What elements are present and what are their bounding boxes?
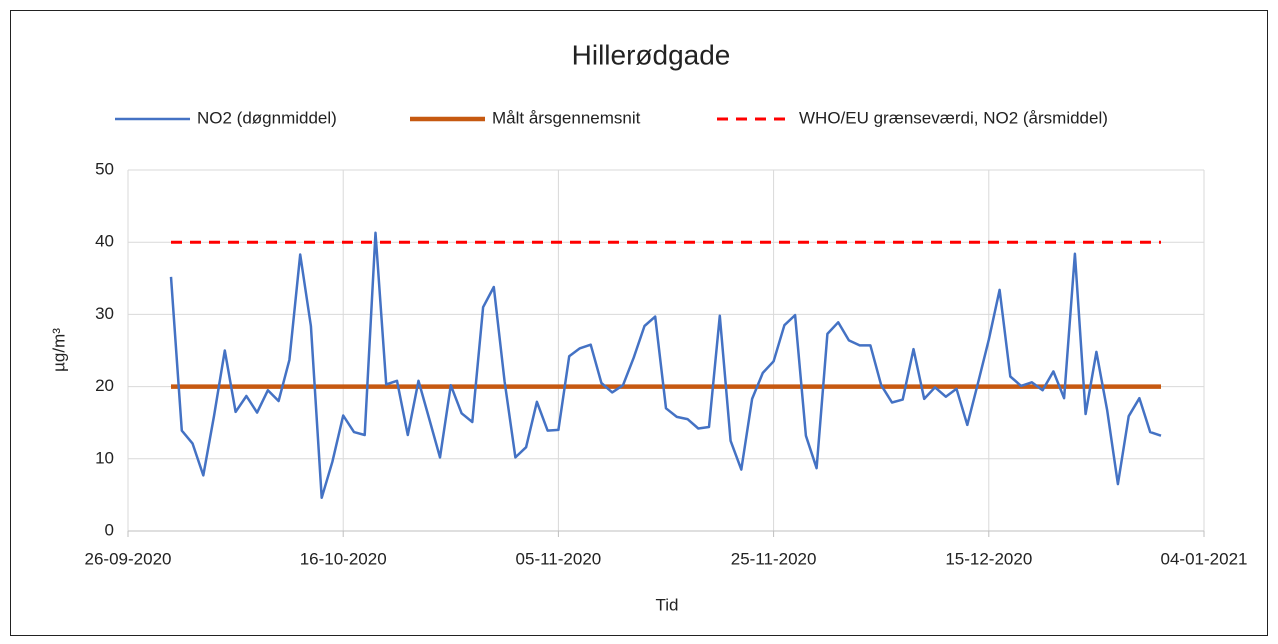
y-tick-label: 0	[105, 520, 114, 539]
x-tick-label: 16-10-2020	[300, 549, 387, 568]
y-tick-label: 40	[95, 232, 114, 251]
chart-title: Hillerødgade	[572, 39, 731, 70]
x-tick-label: 04-01-2021	[1161, 549, 1248, 568]
x-tick-label: 15-12-2020	[945, 549, 1032, 568]
legend-label: Målt årsgennemsnit	[492, 108, 641, 127]
y-tick-label: 10	[95, 448, 114, 467]
y-tick-label: 30	[95, 304, 114, 323]
series-line	[169, 231, 1162, 500]
x-axis-label: Tid	[656, 595, 679, 614]
x-tick-label: 05-11-2020	[516, 549, 602, 568]
x-tick-label: 26-09-2020	[85, 549, 172, 568]
legend-label: WHO/EU grænseværdi, NO2 (årsmiddel)	[799, 108, 1108, 127]
x-tick-label: 25-11-2020	[731, 549, 817, 568]
legend-label: NO2 (døgnmiddel)	[197, 108, 337, 127]
y-tick-label: 20	[95, 376, 114, 395]
y-axis-label: µg/m³	[49, 328, 68, 372]
y-tick-label: 50	[95, 159, 114, 178]
